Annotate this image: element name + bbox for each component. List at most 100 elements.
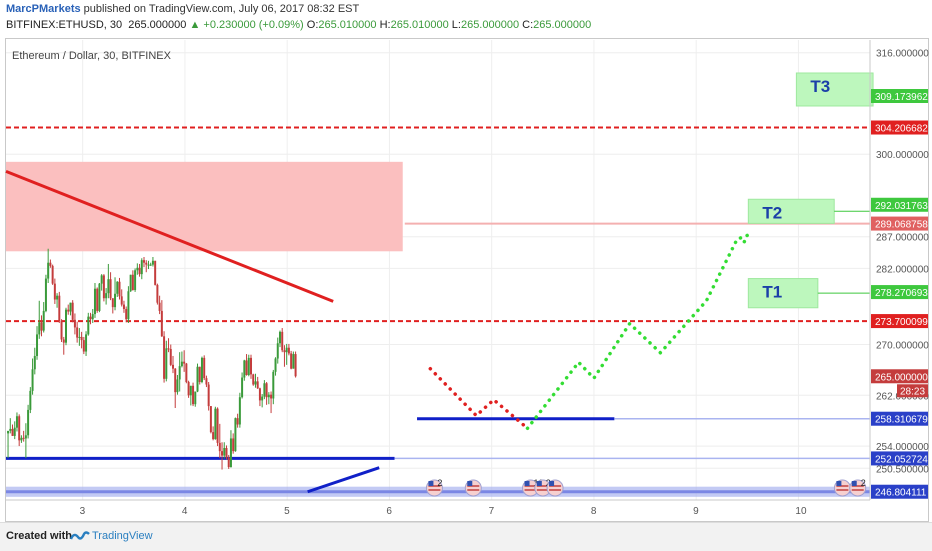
y-tick-label: 254.000000 bbox=[876, 442, 929, 453]
candle-body bbox=[127, 291, 130, 320]
candle-body bbox=[49, 262, 52, 266]
candle-body bbox=[154, 260, 157, 285]
candle-body bbox=[292, 354, 295, 369]
x-tick-label: 9 bbox=[693, 506, 699, 517]
candle-body bbox=[138, 267, 141, 275]
flag-canton bbox=[428, 481, 434, 486]
candle-body bbox=[140, 260, 143, 275]
close-label: C: bbox=[522, 19, 534, 31]
chart-frame[interactable] bbox=[5, 38, 929, 522]
candle-body bbox=[236, 418, 239, 425]
flag-canton bbox=[836, 481, 842, 486]
flag-canton bbox=[549, 481, 555, 486]
candle-body bbox=[64, 309, 67, 343]
footer-bar: Created with TradingView bbox=[0, 522, 932, 551]
candle-body bbox=[265, 383, 268, 398]
candle-body bbox=[205, 378, 208, 385]
candle-body bbox=[227, 457, 230, 468]
price-label: 252.052724 bbox=[875, 454, 928, 465]
candle-body bbox=[125, 309, 128, 320]
price-label-bg bbox=[871, 451, 928, 466]
event-marker: 2 bbox=[849, 478, 867, 497]
price-label-bg bbox=[871, 216, 928, 231]
candle-body bbox=[149, 264, 152, 266]
candle-body bbox=[85, 334, 88, 352]
y-tick-label: 287.000000 bbox=[876, 233, 929, 244]
candle-body bbox=[169, 348, 172, 365]
candle-body bbox=[151, 260, 154, 265]
header-bar: MarcPMarkets published on TradingView.co… bbox=[0, 0, 932, 36]
x-tick-label: 6 bbox=[386, 506, 392, 517]
candle-body bbox=[47, 262, 50, 279]
candle-body bbox=[145, 262, 148, 265]
x-tick-label: 8 bbox=[591, 506, 597, 517]
candle-body bbox=[22, 437, 25, 439]
x-tick-label: 3 bbox=[80, 506, 86, 517]
candle-body bbox=[147, 264, 150, 266]
candle-body bbox=[278, 331, 281, 344]
target-label: T2 bbox=[762, 203, 782, 222]
candle-body bbox=[254, 381, 257, 385]
candle-body bbox=[261, 396, 264, 401]
candle-body bbox=[196, 366, 199, 392]
event-marker bbox=[833, 479, 851, 497]
candle-body bbox=[225, 447, 228, 458]
candle-body bbox=[207, 384, 210, 407]
event-marker bbox=[464, 479, 482, 497]
event-count: 2 bbox=[437, 478, 442, 488]
candle-body bbox=[178, 366, 181, 380]
x-tick-label: 4 bbox=[182, 506, 188, 517]
symbol-label: BITFINEX:ETHUSD, 30 bbox=[6, 19, 123, 31]
price-chart[interactable]: T3T2T121022316.000000300.000000287.00000… bbox=[0, 0, 932, 522]
event-marker: 2 bbox=[425, 478, 443, 497]
candle-body bbox=[107, 279, 110, 294]
candle-body bbox=[189, 385, 192, 396]
target-box bbox=[795, 72, 874, 107]
candle-body bbox=[283, 350, 286, 353]
candle-body bbox=[203, 357, 206, 379]
change-value: ▲ +0.230000 (+0.09%) bbox=[189, 19, 304, 31]
candle-body bbox=[165, 348, 168, 379]
candle-body bbox=[194, 391, 197, 405]
high-value: 265.010000 bbox=[390, 19, 449, 31]
candle-body bbox=[20, 437, 23, 441]
candle-body bbox=[245, 360, 248, 376]
candle-body bbox=[111, 298, 114, 308]
candle-body bbox=[209, 406, 212, 433]
candle-body bbox=[258, 388, 261, 401]
candle-body bbox=[62, 339, 65, 343]
candle-body bbox=[40, 322, 43, 331]
candle-body bbox=[120, 296, 123, 305]
projection-up-path bbox=[525, 232, 751, 431]
candle-body bbox=[143, 260, 146, 263]
candle-body bbox=[176, 379, 179, 393]
last-price: 265.000000 bbox=[128, 19, 187, 31]
y-tick-label: 316.000000 bbox=[876, 49, 929, 60]
candle-body bbox=[114, 293, 117, 308]
price-label-bg bbox=[871, 285, 928, 300]
tradingview-brand[interactable]: TradingView bbox=[92, 530, 153, 542]
candle-body bbox=[252, 374, 255, 385]
price-label: 304.206682 bbox=[875, 124, 928, 135]
candle-body bbox=[241, 377, 244, 398]
price-label-bg bbox=[871, 120, 928, 135]
candle-body bbox=[136, 267, 139, 271]
candle-body bbox=[221, 451, 224, 456]
candle-body bbox=[102, 275, 105, 299]
candle-body bbox=[18, 416, 21, 441]
price-label: 292.031763 bbox=[875, 201, 928, 212]
candle-body bbox=[187, 381, 190, 396]
candle-body bbox=[89, 316, 92, 320]
candle-body bbox=[93, 288, 96, 315]
candle-body bbox=[238, 397, 241, 425]
candle-body bbox=[212, 432, 215, 440]
flag-canton bbox=[467, 481, 473, 486]
trendline bbox=[5, 169, 334, 303]
candle-body bbox=[234, 418, 237, 452]
candle-body bbox=[185, 363, 188, 382]
tradingview-logo-icon[interactable] bbox=[70, 528, 90, 544]
candle-body bbox=[250, 357, 253, 375]
author-link[interactable]: MarcPMarkets bbox=[6, 3, 81, 15]
candle-body bbox=[223, 447, 226, 456]
candle-body bbox=[87, 316, 90, 335]
